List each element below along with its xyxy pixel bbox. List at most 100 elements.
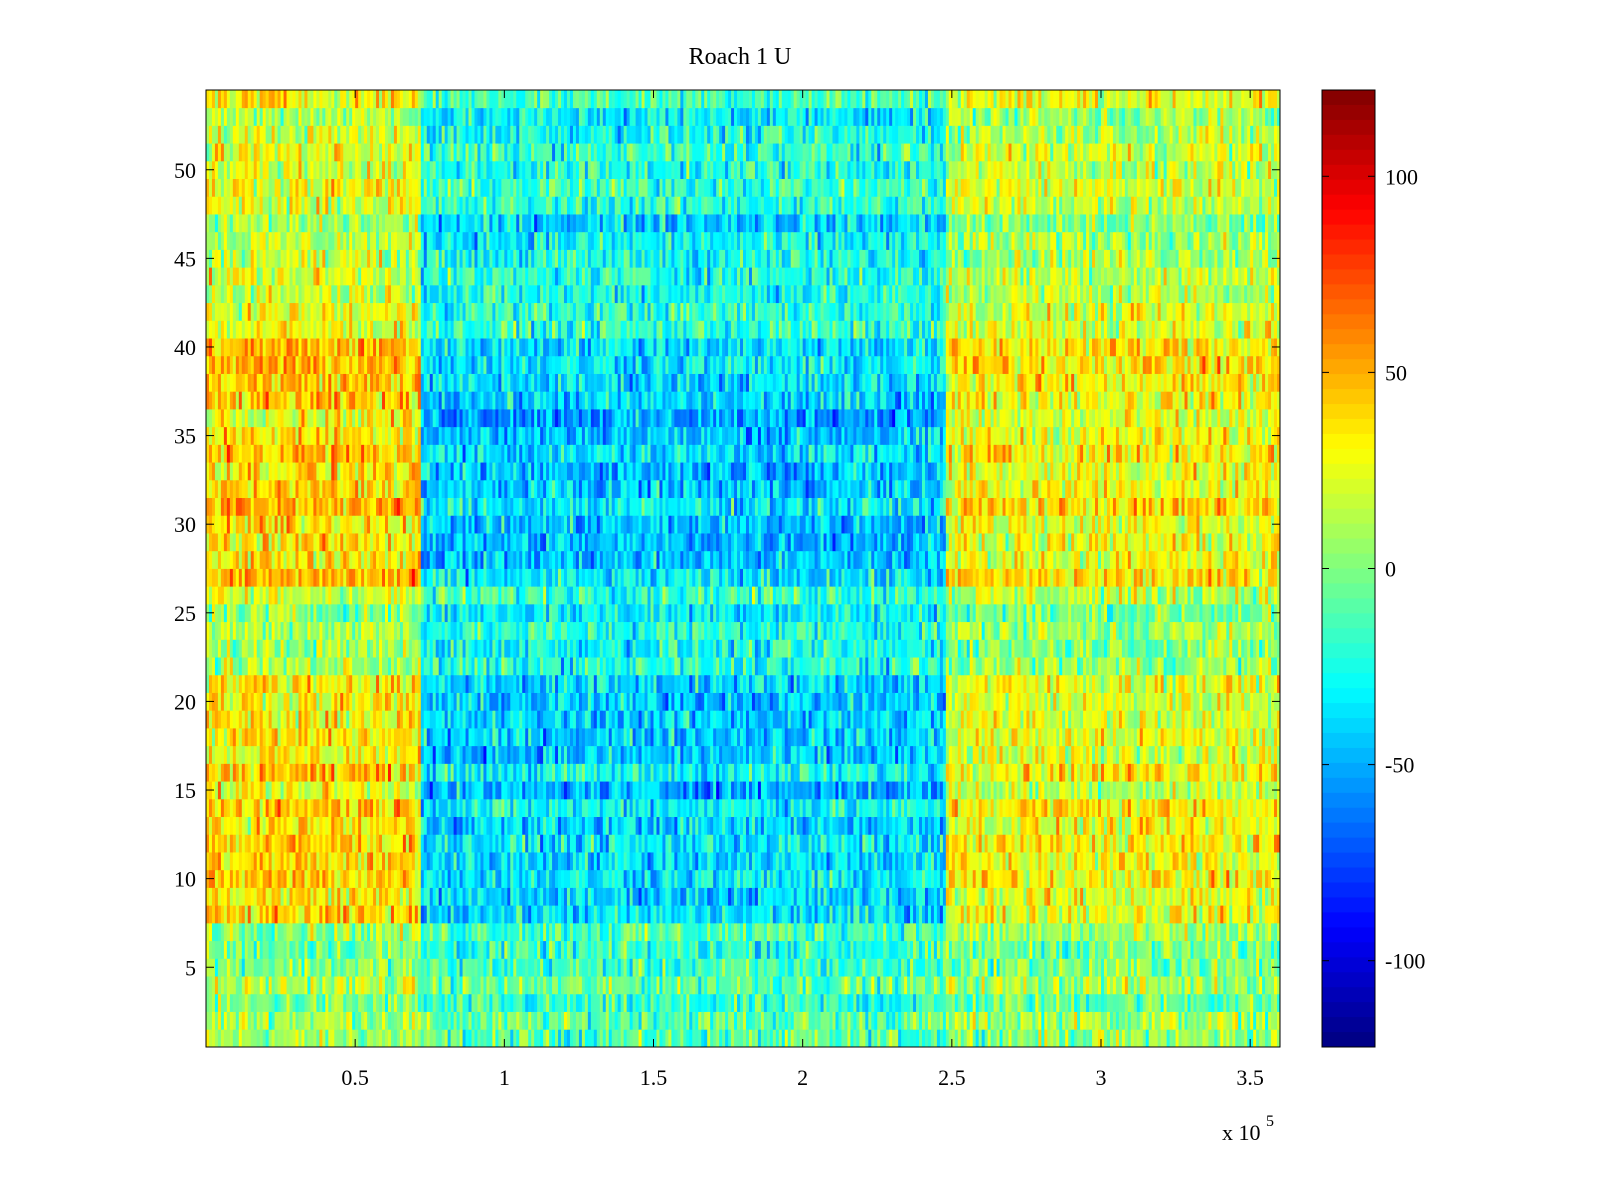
heatmap-cell bbox=[1142, 940, 1147, 959]
heatmap-cell bbox=[901, 976, 905, 995]
heatmap-cell bbox=[298, 852, 302, 871]
heatmap-cell bbox=[790, 958, 795, 977]
heatmap-cell bbox=[963, 958, 968, 977]
heatmap-cell bbox=[668, 798, 672, 818]
heatmap-cell bbox=[334, 922, 338, 942]
heatmap-cell bbox=[498, 798, 502, 818]
heatmap-cell bbox=[1041, 958, 1045, 977]
heatmap-cell bbox=[778, 922, 783, 942]
heatmap-cell bbox=[722, 852, 726, 871]
heatmap-cell bbox=[471, 976, 475, 995]
heatmap-cell bbox=[936, 976, 941, 995]
heatmap-cell bbox=[620, 993, 625, 1012]
heatmap-cell bbox=[596, 834, 601, 853]
heatmap-cell bbox=[990, 1011, 994, 1030]
heatmap-cell bbox=[710, 887, 714, 906]
heatmap-cell bbox=[1208, 869, 1212, 888]
heatmap-cell bbox=[805, 852, 810, 871]
heatmap-cell bbox=[271, 852, 276, 871]
heatmap-cell bbox=[922, 958, 926, 977]
heatmap-cell bbox=[1220, 940, 1224, 959]
heatmap-cell bbox=[1023, 834, 1027, 853]
heatmap-cell bbox=[829, 922, 833, 942]
heatmap-cell bbox=[411, 798, 416, 818]
heatmap-cell bbox=[495, 940, 499, 959]
heatmap-cell bbox=[590, 976, 595, 995]
heatmap-cell bbox=[626, 905, 631, 924]
heatmap-cell bbox=[1145, 869, 1150, 888]
heatmap-cell bbox=[769, 887, 774, 906]
heatmap-cell bbox=[376, 816, 380, 835]
heatmap-cell bbox=[1139, 869, 1144, 888]
heatmap-cell bbox=[611, 798, 616, 818]
heatmap-cell bbox=[981, 834, 986, 853]
heatmap-cell bbox=[206, 798, 210, 818]
heatmap-cell bbox=[543, 976, 547, 995]
heatmap-cell bbox=[426, 887, 431, 906]
heatmap-cell bbox=[489, 852, 493, 871]
heatmap-cell bbox=[534, 798, 538, 818]
heatmap-cell bbox=[790, 887, 795, 906]
heatmap-cell bbox=[1151, 887, 1156, 906]
heatmap-cell bbox=[561, 976, 565, 995]
heatmap-cell bbox=[355, 816, 359, 835]
heatmap-cell bbox=[1098, 1011, 1102, 1030]
heatmap-cell bbox=[385, 993, 389, 1012]
heatmap-cell bbox=[1262, 816, 1266, 835]
heatmap-cell bbox=[385, 958, 389, 977]
heatmap-cell bbox=[405, 905, 410, 924]
heatmap-cell bbox=[355, 922, 359, 942]
heatmap-cell bbox=[1250, 852, 1254, 871]
heatmap-cell bbox=[241, 869, 246, 888]
heatmap-cell bbox=[572, 905, 577, 924]
heatmap-cell bbox=[453, 958, 457, 977]
heatmap-cell bbox=[874, 1011, 878, 1030]
heatmap-cell bbox=[1187, 905, 1191, 924]
heatmap-cell bbox=[477, 816, 481, 835]
heatmap-cell bbox=[913, 852, 917, 871]
heatmap-cell bbox=[984, 834, 989, 853]
heatmap-cell bbox=[1208, 958, 1212, 977]
heatmap-cell bbox=[456, 958, 460, 977]
heatmap-cell bbox=[393, 1011, 398, 1030]
heatmap-cell bbox=[238, 887, 243, 906]
heatmap-cell bbox=[880, 834, 884, 853]
heatmap-cell bbox=[223, 1029, 228, 1048]
heatmap-cell bbox=[528, 940, 532, 959]
heatmap-cell bbox=[1163, 869, 1168, 888]
heatmap-cell bbox=[683, 940, 687, 959]
heatmap-cell bbox=[1092, 834, 1096, 853]
heatmap-cell bbox=[829, 905, 833, 924]
heatmap-cell bbox=[713, 958, 717, 977]
heatmap-cell bbox=[841, 887, 845, 906]
heatmap-cell bbox=[1086, 1029, 1090, 1048]
heatmap-cell bbox=[1008, 852, 1012, 871]
heatmap-cell bbox=[1014, 976, 1018, 995]
heatmap-cell bbox=[408, 1029, 413, 1048]
heatmap-cell bbox=[659, 1011, 663, 1030]
heatmap-cell bbox=[993, 1011, 997, 1030]
heatmap-cell bbox=[811, 887, 815, 906]
heatmap-cell bbox=[519, 922, 523, 942]
heatmap-cell bbox=[1178, 869, 1182, 888]
heatmap-cell bbox=[689, 887, 693, 906]
heatmap-cell bbox=[1109, 816, 1114, 835]
heatmap-cell bbox=[850, 922, 854, 942]
heatmap-cell bbox=[498, 1011, 502, 1030]
heatmap-cell bbox=[441, 993, 446, 1012]
heatmap-cell bbox=[781, 905, 786, 924]
heatmap-cell bbox=[298, 1011, 302, 1030]
heatmap-cell bbox=[1115, 976, 1120, 995]
heatmap-cell bbox=[396, 816, 401, 835]
heatmap-cell bbox=[1205, 1029, 1209, 1048]
heatmap-cell bbox=[564, 922, 568, 942]
heatmap-cell bbox=[626, 869, 631, 888]
heatmap-cell bbox=[1071, 816, 1075, 835]
heatmap-cell bbox=[710, 958, 714, 977]
heatmap-cell bbox=[417, 976, 422, 995]
heatmap-cell bbox=[468, 993, 472, 1012]
heatmap-cell bbox=[916, 905, 920, 924]
heatmap-cell bbox=[492, 887, 496, 906]
heatmap-cell bbox=[241, 940, 246, 959]
heatmap-cell bbox=[429, 852, 434, 871]
